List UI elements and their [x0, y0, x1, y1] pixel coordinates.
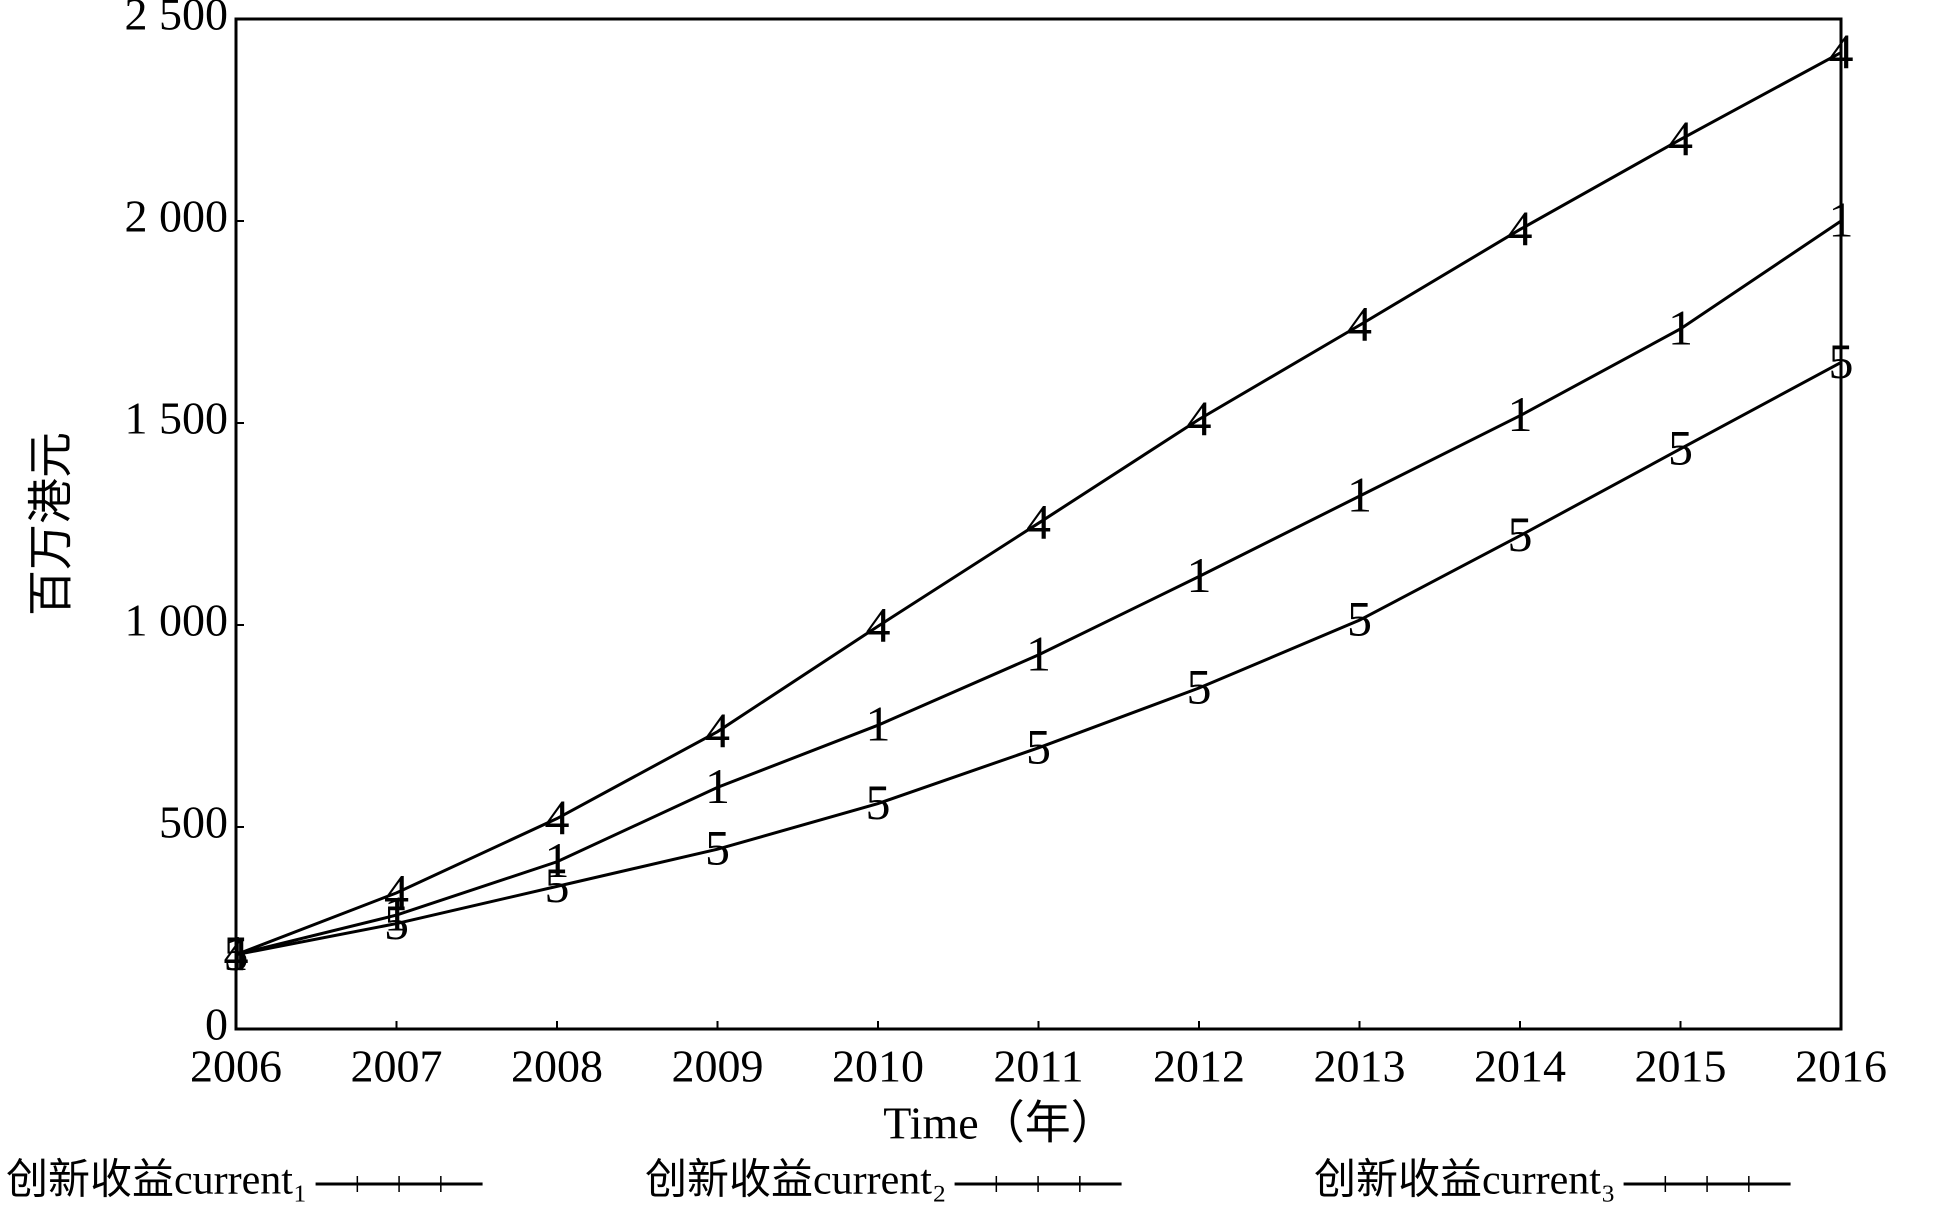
point-marker: 1: [1829, 191, 1854, 247]
series-line: [235, 51, 1842, 957]
x-tick-label: 2014: [1474, 1041, 1566, 1092]
x-axis-label: Time（年）: [883, 1098, 1116, 1149]
point-marker: 5: [545, 857, 570, 913]
y-tick-label: 500: [159, 797, 228, 848]
x-tick-label: 2006: [190, 1041, 282, 1092]
point-marker: 4: [384, 863, 409, 919]
point-marker: 5: [1829, 333, 1854, 389]
point-marker: 4: [1829, 23, 1854, 79]
x-tick-label: 2013: [1314, 1041, 1406, 1092]
legend-label: 创新收益current₃: [1314, 1158, 1616, 1204]
point-marker: 1: [1508, 386, 1533, 442]
x-tick-label: 2016: [1795, 1041, 1887, 1092]
legend-label: 创新收益current₂: [645, 1158, 947, 1204]
y-tick-label: 2 000: [125, 191, 229, 242]
point-marker: 4: [866, 597, 891, 653]
y-tick-label: 1 000: [125, 595, 229, 646]
point-marker: 4: [1668, 110, 1693, 166]
x-tick-label: 2007: [351, 1041, 443, 1092]
x-tick-label: 2010: [832, 1041, 924, 1092]
point-marker: 1: [1026, 625, 1051, 681]
point-marker: 4: [705, 702, 730, 758]
y-tick-label: 2 500: [125, 0, 229, 40]
point-marker: 5: [1668, 419, 1693, 475]
point-marker: 4: [1508, 200, 1533, 256]
point-marker: 1: [1668, 299, 1693, 355]
series-line: [235, 219, 1842, 957]
point-marker: 5: [1347, 591, 1372, 647]
point-marker: 1: [1347, 467, 1372, 523]
point-marker: 4: [1347, 296, 1372, 352]
point-marker: 5: [705, 820, 730, 876]
point-marker: 5: [866, 774, 891, 830]
point-marker: 5: [1026, 718, 1051, 774]
point-marker: 4: [545, 789, 570, 845]
point-marker: 5: [224, 925, 249, 981]
point-marker: 1: [705, 758, 730, 814]
legend-label: 创新收益current₁: [6, 1158, 308, 1204]
y-tick-label: 0: [205, 999, 228, 1050]
y-tick-label: 1 500: [125, 393, 229, 444]
point-marker: 1: [866, 696, 891, 752]
point-marker: 5: [1508, 506, 1533, 562]
point-marker: 5: [1187, 658, 1212, 714]
series-line: [235, 361, 1842, 957]
point-marker: 4: [1026, 494, 1051, 550]
point-marker: 5: [384, 894, 409, 950]
x-tick-label: 2008: [511, 1041, 603, 1092]
point-marker: 4: [1187, 390, 1212, 446]
x-tick-label: 2011: [993, 1041, 1083, 1092]
point-marker: 1: [545, 832, 570, 888]
point-marker: 1: [1187, 547, 1212, 603]
x-tick-label: 2015: [1635, 1041, 1727, 1092]
x-tick-label: 2009: [672, 1041, 764, 1092]
x-tick-label: 2012: [1153, 1041, 1245, 1092]
y-axis-label: 百万港元: [26, 432, 77, 616]
